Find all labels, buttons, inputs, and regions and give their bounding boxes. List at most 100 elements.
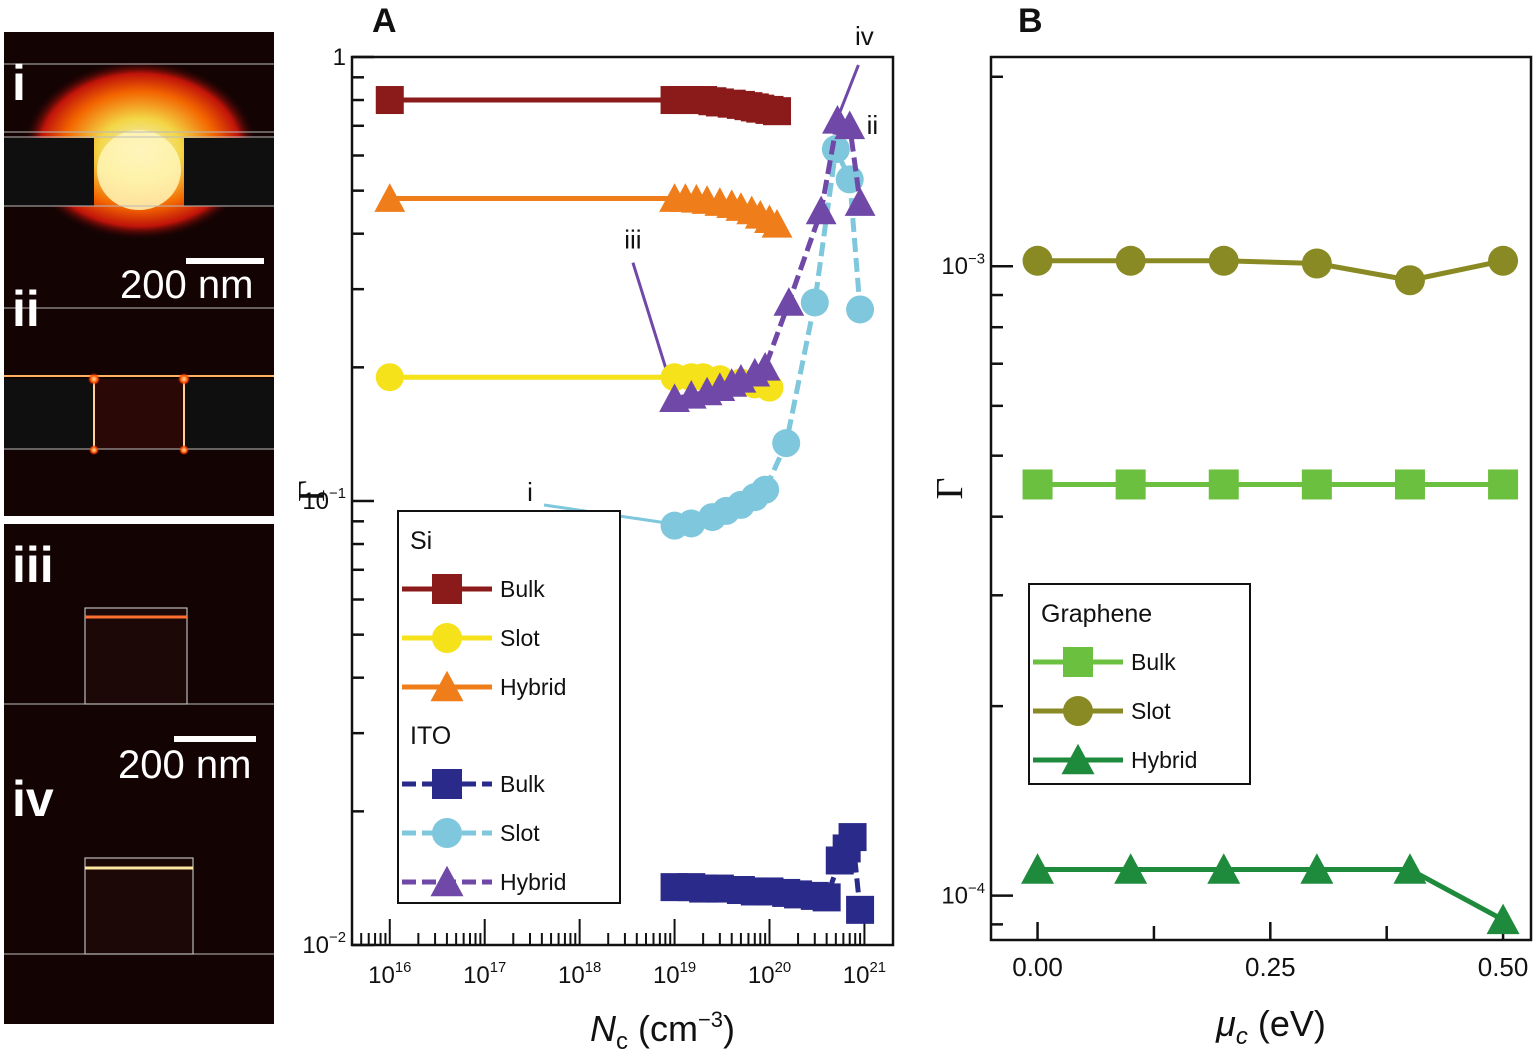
- data-point: [773, 287, 805, 316]
- data-point: [1208, 245, 1239, 276]
- field-image-i: i 200 nm: [4, 55, 274, 307]
- waveguide-left: [4, 138, 94, 206]
- panel-a-chart: A 1016 1017 1018 1019 1020 1021 1 10−1 10−2 Nc (cm…: [291, 2, 895, 1055]
- data-point: [1021, 853, 1055, 884]
- legend-label: Bulk: [500, 576, 545, 602]
- panel-label-iv: iv: [12, 771, 54, 827]
- data-point: [1393, 853, 1427, 884]
- series-ito-hybrid: [659, 105, 876, 412]
- legend-label: Slot: [1131, 698, 1171, 724]
- annotation-label: iii: [624, 225, 641, 255]
- legend-marker: [1063, 647, 1093, 677]
- x-tick-label: 0.25: [1245, 952, 1296, 982]
- legend-marker: [430, 865, 464, 897]
- panel-label-i: i: [12, 55, 26, 111]
- data-point: [772, 429, 801, 458]
- data-point: [1301, 469, 1332, 500]
- legend-group-title: Graphene: [1041, 600, 1152, 628]
- series-ito-bulk: [660, 823, 875, 924]
- series-graphene-bulk: [1022, 469, 1519, 500]
- y-axis-label: Γ: [291, 480, 333, 502]
- data-point: [846, 895, 875, 924]
- legend-marker: [432, 574, 462, 604]
- data-point: [761, 208, 793, 238]
- series-ito-slot: [660, 135, 875, 540]
- scale-bar-label-i: 200 nm: [120, 263, 253, 307]
- series-line: [1037, 258, 1504, 283]
- field-profile-images: i 200 nm ii iii: [4, 32, 274, 1024]
- x-tick-label: 1019: [653, 960, 696, 989]
- panel-label-iii: iii: [12, 537, 54, 593]
- data-point: [1022, 245, 1053, 276]
- hotspot: [89, 445, 99, 455]
- data-point: [800, 288, 829, 317]
- y-tick-label: 10−4: [941, 881, 985, 910]
- legend-label: Hybrid: [1131, 747, 1197, 773]
- data-point: [821, 135, 850, 164]
- data-point: [846, 295, 875, 324]
- legend-label: Hybrid: [500, 869, 566, 895]
- field-glow-core: [97, 130, 181, 210]
- x-axis-label: Nc (cm−3): [590, 1007, 735, 1055]
- legend-group-title: ITO: [410, 722, 451, 750]
- panel-letter-b: B: [1018, 2, 1043, 40]
- panel-label-ii: ii: [12, 281, 40, 337]
- slot-region: [94, 379, 184, 449]
- legend-label: Bulk: [1131, 649, 1176, 675]
- data-point: [805, 195, 837, 225]
- legend-box: [1028, 583, 1251, 785]
- legend-marker: [1063, 696, 1093, 726]
- data-point: [1488, 469, 1519, 500]
- waveguide-right: [184, 138, 274, 206]
- data-point: [844, 187, 876, 216]
- data-point: [1301, 248, 1332, 279]
- data-point: [1115, 469, 1146, 500]
- data-point: [834, 110, 866, 140]
- hotspot: [88, 373, 100, 385]
- legend-marker: [430, 670, 464, 702]
- hotspot: [178, 373, 190, 385]
- waveguide-right: [184, 379, 274, 449]
- data-point: [374, 183, 406, 212]
- legend-label: Bulk: [500, 771, 545, 797]
- data-point: [1394, 265, 1425, 296]
- annotation-label: iv: [855, 21, 874, 51]
- y-tick-label: 10−1: [302, 486, 346, 515]
- data-point: [1022, 469, 1053, 500]
- legend-label: Slot: [500, 820, 540, 846]
- data-point: [749, 352, 781, 381]
- data-point: [1115, 245, 1146, 276]
- x-tick-label: 1018: [558, 960, 601, 989]
- scale-bar-label-iv: 200 nm: [118, 743, 251, 787]
- data-point: [838, 823, 867, 852]
- x-tick-label: 1021: [843, 960, 886, 989]
- panel-letter-a: A: [372, 2, 397, 40]
- data-point: [375, 363, 404, 392]
- data-point: [1486, 903, 1520, 935]
- series-line: [1037, 867, 1505, 923]
- scale-bar-iv: [174, 736, 256, 742]
- data-point: [751, 475, 780, 504]
- data-point: [677, 509, 706, 538]
- annotation-leader-line: [838, 64, 860, 114]
- data-point: [1300, 853, 1334, 884]
- legend-marker: [1061, 743, 1095, 775]
- hotspot: [179, 445, 189, 455]
- data-point: [375, 86, 404, 115]
- y-tick-label: 1: [333, 44, 346, 71]
- plot-frame: [989, 55, 1533, 942]
- data-point: [1488, 245, 1519, 276]
- field-image-iii: iii: [4, 537, 274, 705]
- x-tick-label: 1016: [368, 960, 411, 989]
- x-axis-label: μc (eV): [1215, 1003, 1326, 1050]
- y-tick-label: 10−2: [302, 930, 346, 959]
- series-graphene-slot: [1022, 245, 1519, 296]
- series-graphene-hybrid: [1021, 853, 1520, 935]
- data-point: [1208, 469, 1239, 500]
- legend-marker: [432, 818, 462, 848]
- ridge: [84, 607, 188, 705]
- legend-marker: [432, 623, 462, 653]
- annotation-label: ii: [867, 110, 879, 140]
- data-point: [1394, 469, 1425, 500]
